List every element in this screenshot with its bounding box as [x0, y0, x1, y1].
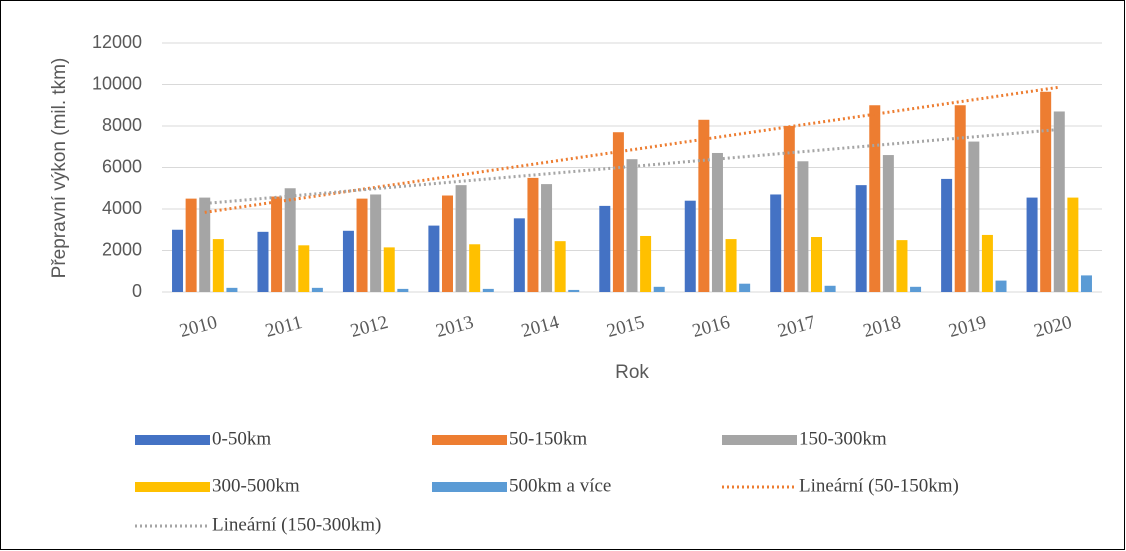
bar: [212, 239, 224, 292]
legend-label: Lineární (150-300km): [212, 514, 381, 535]
bar: [941, 178, 953, 292]
bar: [554, 241, 566, 292]
y-tick-label: 0: [132, 281, 142, 301]
bar: [257, 231, 269, 292]
bar: [541, 184, 553, 292]
bar: [383, 247, 395, 292]
bar: [954, 105, 966, 292]
bar: [370, 194, 382, 292]
bar: [811, 237, 823, 292]
x-axis-label: Rok: [615, 362, 649, 383]
bar: [981, 234, 993, 292]
bar: [968, 141, 980, 292]
bar: [626, 159, 638, 292]
bar: [455, 185, 467, 292]
bar: [1026, 197, 1038, 292]
bar: [1053, 111, 1065, 292]
bar: [653, 286, 665, 292]
bar: [482, 288, 494, 292]
y-axis-label: Přepravní výkon (mil. tkm): [49, 58, 70, 279]
bar: [698, 119, 710, 293]
legend-swatch: [135, 435, 210, 445]
bar: [599, 205, 611, 292]
bar: [172, 229, 184, 292]
bar: [513, 218, 525, 292]
bar: [356, 198, 368, 292]
bar: [640, 235, 652, 292]
legend-swatch: [135, 482, 210, 492]
bar: [797, 161, 809, 292]
legend-swatch: [432, 482, 507, 492]
bar: [770, 194, 782, 292]
bar: [995, 280, 1007, 292]
bar: [568, 289, 580, 292]
y-tick-label: 10000: [92, 73, 142, 93]
bar: [1040, 91, 1052, 292]
y-tick-label: 2000: [102, 239, 142, 259]
legend-swatch: [722, 435, 797, 445]
bar: [869, 105, 881, 292]
bar: [311, 287, 323, 292]
legend-label: 300-500km: [212, 475, 300, 496]
y-tick-label: 6000: [102, 156, 142, 176]
bar: [185, 198, 197, 292]
legend-label: 500km a více: [509, 475, 611, 496]
bar: [428, 225, 440, 292]
bar: [739, 283, 751, 292]
bar: [684, 200, 696, 292]
bar: [824, 285, 836, 292]
bar: [397, 288, 409, 292]
bar: [271, 196, 283, 292]
bar: [1067, 197, 1079, 292]
bar: [855, 185, 867, 292]
y-tick-label: 8000: [102, 115, 142, 135]
bar: [342, 230, 354, 292]
y-tick-label: 4000: [102, 198, 142, 218]
bar: [1080, 275, 1092, 292]
bar: [226, 287, 238, 292]
bar: [199, 197, 211, 292]
y-tick-label: 12000: [92, 32, 142, 52]
bar: [612, 132, 624, 292]
bar: [441, 195, 453, 292]
bar: [527, 177, 539, 292]
bar: [783, 126, 795, 292]
legend-label: 50-150km: [509, 428, 587, 449]
bar: [725, 239, 737, 292]
legend-label: 150-300km: [799, 428, 887, 449]
bar: [896, 240, 908, 292]
legend-label: Lineární (50-150km): [799, 475, 959, 496]
bar: [882, 155, 894, 292]
legend-label: 0-50km: [212, 428, 271, 449]
bar: [298, 245, 310, 292]
legend-swatch: [432, 435, 507, 445]
bar: [711, 152, 723, 292]
trendline: [204, 85, 1060, 214]
bar: [910, 286, 922, 292]
bar: [469, 244, 481, 292]
bar: [284, 188, 296, 292]
